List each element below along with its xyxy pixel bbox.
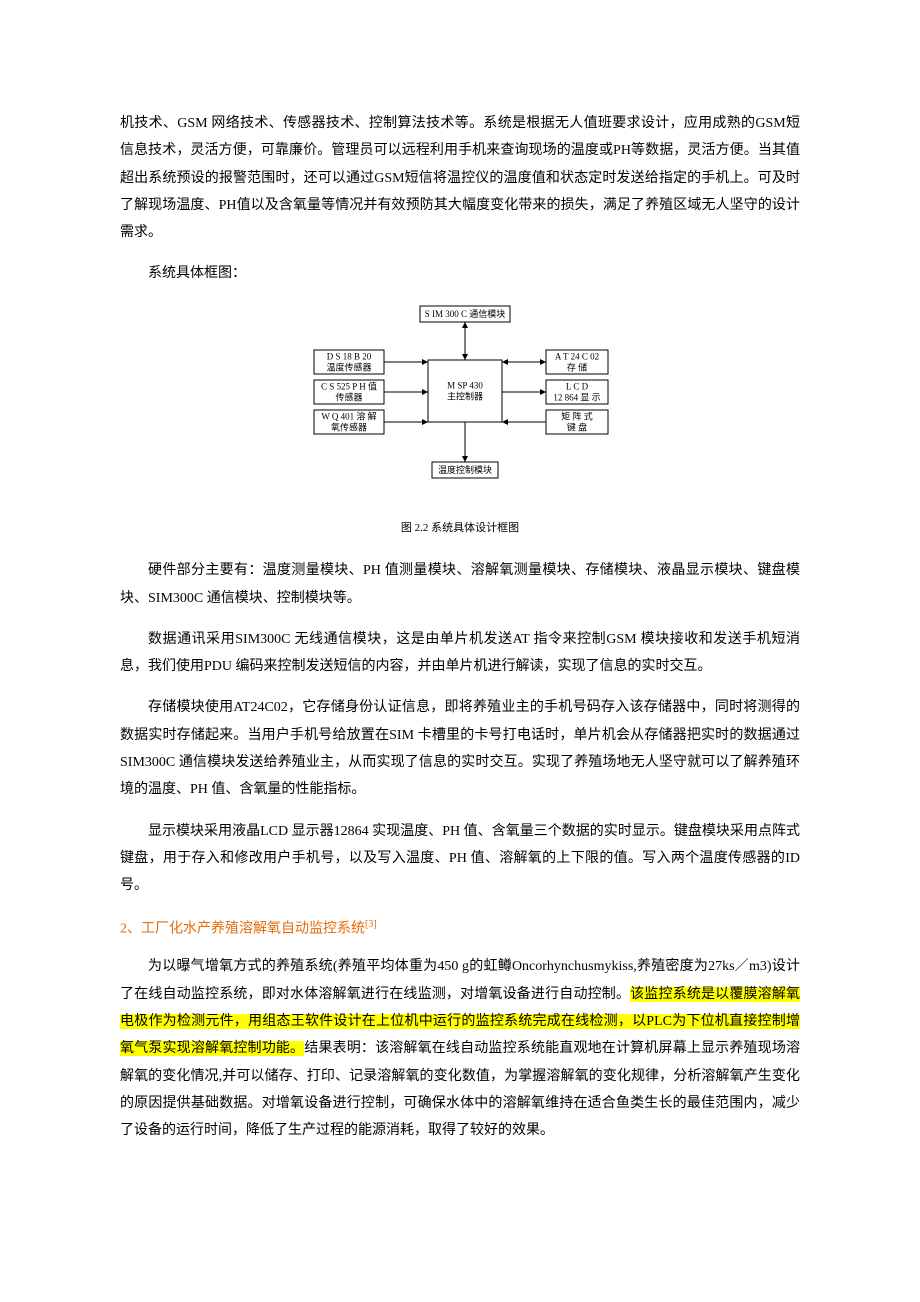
diagram-label: W Q 401 溶 解 xyxy=(321,410,376,421)
diagram-label: 存 储 xyxy=(567,361,587,372)
body-paragraph: 机技术、GSM 网络技术、传感器技术、控制算法技术等。系统是根据无人值班要求设计… xyxy=(120,110,800,246)
heading-ref: [3] xyxy=(365,919,377,930)
system-diagram: S IM 300 C 通信模块M SP 430主控制器D S 18 B 20温度… xyxy=(120,302,800,539)
diagram-label: 温度控制模块 xyxy=(438,464,492,475)
diagram-label: L C D xyxy=(566,381,589,391)
body-paragraph: 数据通讯采用SIM300C 无线通信模块，这是由单片机发送AT 指令来控制GSM… xyxy=(120,626,800,681)
diagram-label: 主控制器 xyxy=(447,390,483,401)
diagram-label: A T 24 C 02 xyxy=(555,351,599,361)
heading-number: 2、 xyxy=(120,922,141,937)
diagram-label: 温度传感器 xyxy=(326,361,371,372)
section-heading: 2、工厂化水产养殖溶解氧自动监控系统[3] xyxy=(120,915,800,943)
body-paragraph: 硬件部分主要有：温度测量模块、PH 值测量模块、溶解氧测量模块、存储模块、液晶显… xyxy=(120,557,800,612)
diagram-svg: S IM 300 C 通信模块M SP 430主控制器D S 18 B 20温度… xyxy=(290,302,630,512)
diagram-label: D S 18 B 20 xyxy=(327,351,372,361)
body-paragraph: 存储模块使用AT24C02，它存储身份认证信息，即将养殖业主的手机号码存入该存储… xyxy=(120,694,800,803)
diagram-label: 矩 阵 式 xyxy=(561,410,593,421)
body-paragraph: 为以曝气增氧方式的养殖系统(养殖平均体重为450 g的虹鳟Oncorhynchu… xyxy=(120,953,800,1144)
heading-text: 工厂化水产养殖溶解氧自动监控系统 xyxy=(141,922,365,937)
diagram-label: 氧传感器 xyxy=(331,421,367,432)
figure-caption: 图 2.2 系统具体设计框图 xyxy=(401,518,519,539)
diagram-label: 12 864 显 示 xyxy=(553,392,600,402)
diagram-label: 传感器 xyxy=(335,391,362,402)
diagram-label: 键 盘 xyxy=(567,421,587,432)
diagram-label: S IM 300 C 通信模块 xyxy=(425,308,506,319)
body-paragraph: 系统具体框图： xyxy=(120,260,800,287)
diagram-label: M SP 430 xyxy=(447,380,483,390)
diagram-label: C S 525 P H 值 xyxy=(321,380,377,391)
body-paragraph: 显示模块采用液晶LCD 显示器12864 实现温度、PH 值、含氧量三个数据的实… xyxy=(120,818,800,900)
